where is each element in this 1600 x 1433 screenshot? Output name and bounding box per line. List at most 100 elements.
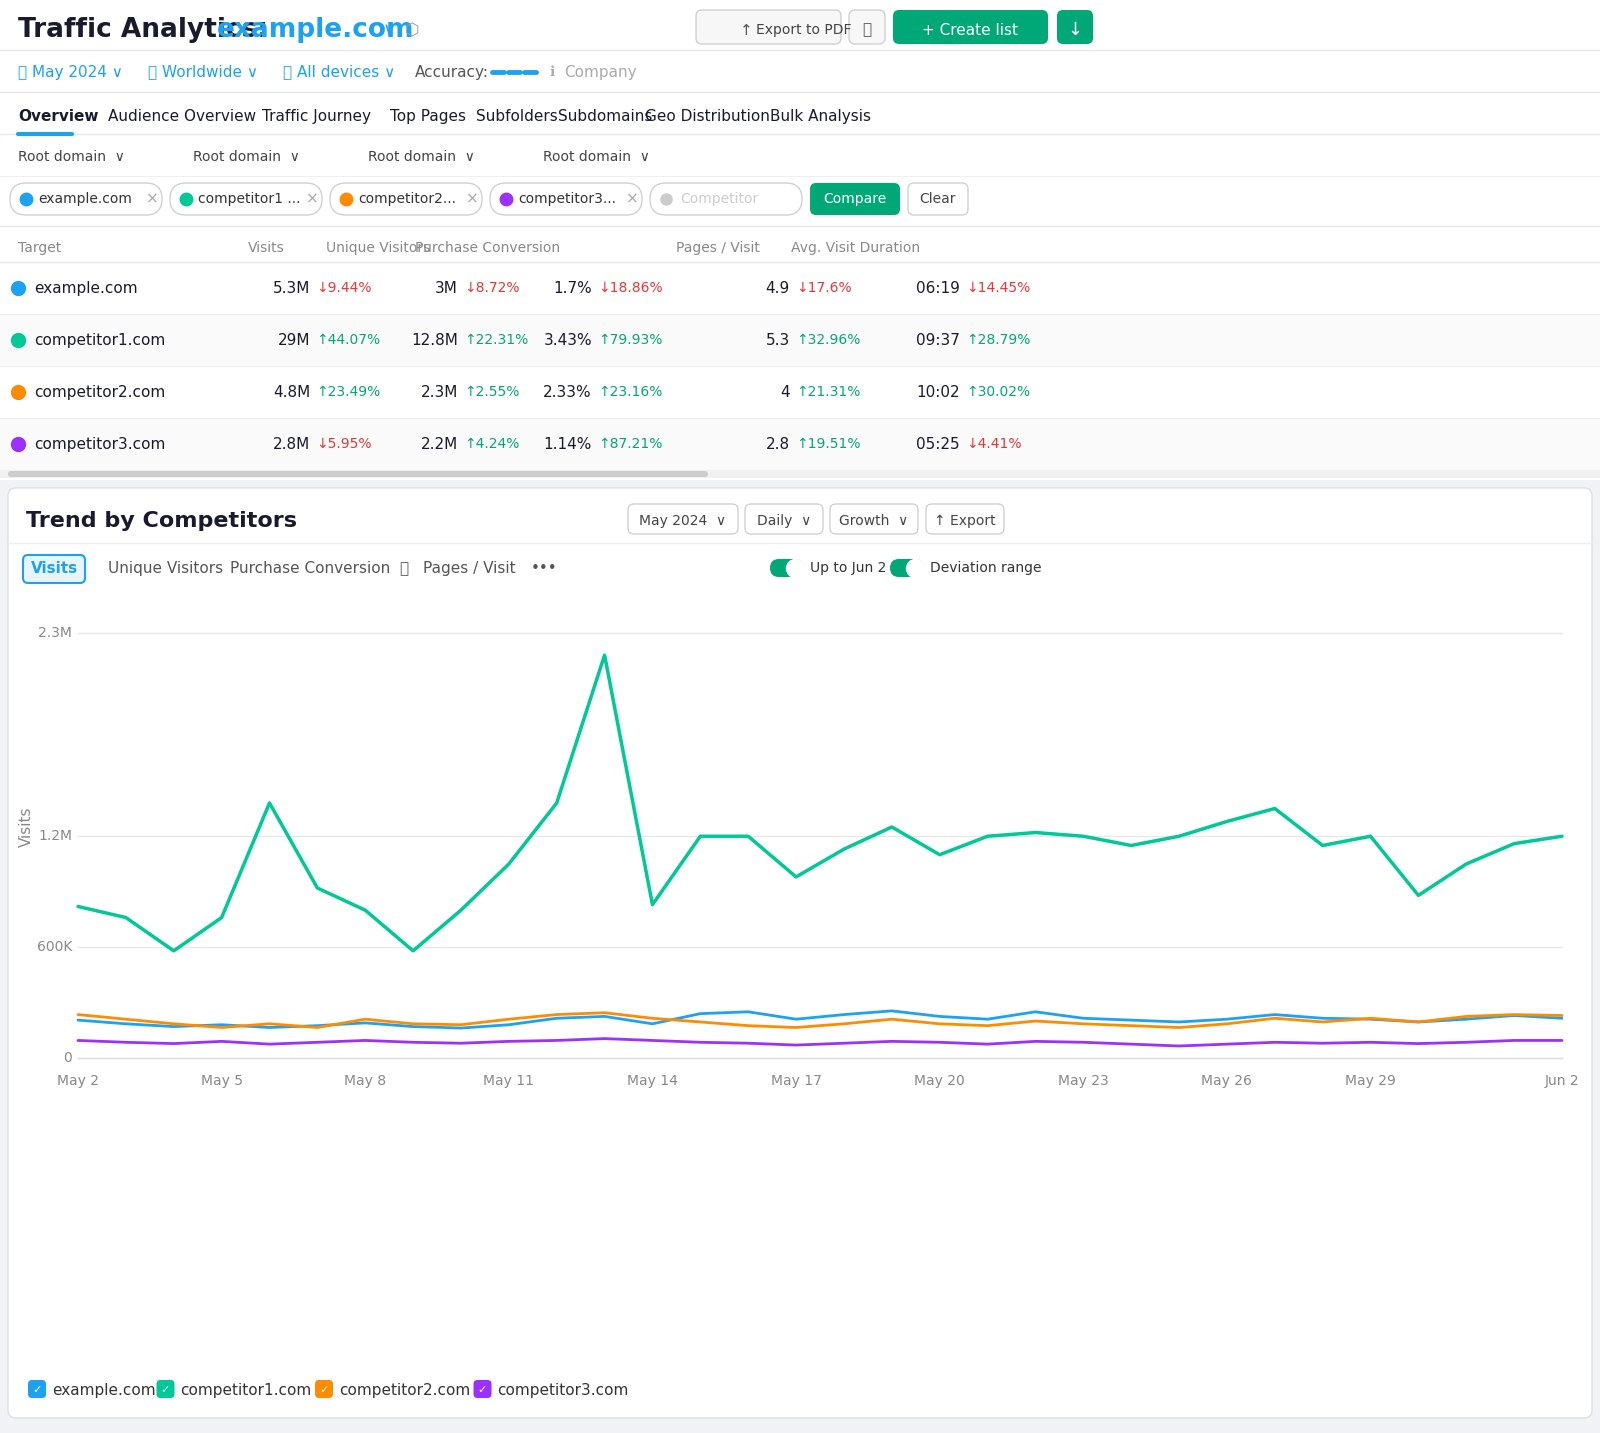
Bar	[0, 314, 1600, 365]
Text: 1.2M: 1.2M	[38, 830, 72, 843]
Text: 10:02: 10:02	[917, 384, 960, 400]
Text: 2.3M: 2.3M	[38, 626, 72, 641]
Text: example.com: example.com	[38, 192, 131, 206]
Text: 4.8M: 4.8M	[272, 384, 310, 400]
Text: 4.9: 4.9	[766, 281, 790, 295]
Text: competitor1.com: competitor1.com	[34, 332, 165, 347]
FancyBboxPatch shape	[10, 183, 162, 215]
Text: Unique Visitors: Unique Visitors	[326, 241, 430, 255]
Text: 3M: 3M	[435, 281, 458, 295]
Text: 12.8M: 12.8M	[411, 332, 458, 347]
Text: Accuracy:: Accuracy:	[414, 64, 490, 79]
Bar	[0, 418, 1600, 470]
Text: Export to PDF: Export to PDF	[757, 23, 851, 37]
Text: competitor2...: competitor2...	[358, 192, 456, 206]
Text: ⛶: ⛶	[862, 23, 872, 37]
Text: 3.43%: 3.43%	[544, 332, 592, 347]
Text: 5.3M: 5.3M	[272, 281, 310, 295]
Text: 🖥 All devices ∨: 🖥 All devices ∨	[283, 64, 395, 79]
Text: May 8: May 8	[344, 1073, 386, 1088]
Text: 2.33%: 2.33%	[544, 384, 592, 400]
Text: Target: Target	[18, 241, 61, 255]
Text: 09:37: 09:37	[917, 332, 960, 347]
Text: 29M: 29M	[277, 332, 310, 347]
Text: Traffic Analytics:: Traffic Analytics:	[18, 17, 269, 43]
Bar	[0, 470, 1600, 479]
Text: May 20: May 20	[914, 1073, 965, 1088]
Text: May 23: May 23	[1058, 1073, 1109, 1088]
Text: May 29: May 29	[1346, 1073, 1395, 1088]
Text: May 5: May 5	[200, 1073, 243, 1088]
Text: Visits: Visits	[19, 807, 34, 847]
Text: Growth  ∨: Growth ∨	[840, 514, 909, 527]
Text: ↑: ↑	[739, 23, 752, 37]
FancyBboxPatch shape	[926, 504, 1005, 535]
Text: Purchase Conversion: Purchase Conversion	[414, 241, 560, 255]
FancyBboxPatch shape	[8, 471, 707, 477]
Text: 5.3: 5.3	[766, 332, 790, 347]
Text: Deviation range: Deviation range	[930, 560, 1042, 575]
Bar	[0, 365, 1600, 418]
Text: competitor1 ...: competitor1 ...	[198, 192, 301, 206]
FancyBboxPatch shape	[627, 504, 738, 535]
Text: ↑4.24%: ↑4.24%	[464, 437, 520, 451]
FancyBboxPatch shape	[8, 489, 1592, 1419]
Text: 600K: 600K	[37, 940, 72, 954]
Text: Root domain  ∨: Root domain ∨	[194, 150, 299, 163]
Text: Daily  ∨: Daily ∨	[757, 514, 811, 527]
Text: May 14: May 14	[627, 1073, 678, 1088]
Text: Subfolders: Subfolders	[477, 109, 558, 123]
Text: ∨: ∨	[382, 21, 397, 39]
FancyBboxPatch shape	[1058, 10, 1093, 44]
FancyBboxPatch shape	[490, 183, 642, 215]
Text: ↑28.79%: ↑28.79%	[966, 332, 1030, 347]
Text: ↓: ↓	[1067, 21, 1083, 39]
Text: ×: ×	[306, 192, 318, 206]
Text: ↑19.51%: ↑19.51%	[797, 437, 861, 451]
Text: ×: ×	[626, 192, 638, 206]
FancyBboxPatch shape	[315, 1380, 333, 1399]
FancyBboxPatch shape	[474, 1380, 491, 1399]
FancyBboxPatch shape	[29, 1380, 46, 1399]
FancyBboxPatch shape	[830, 504, 918, 535]
Text: 05:25: 05:25	[917, 437, 960, 451]
Text: Purchase Conversion  🖥: Purchase Conversion 🖥	[230, 560, 410, 576]
Text: ↓9.44%: ↓9.44%	[317, 281, 371, 295]
FancyBboxPatch shape	[893, 10, 1048, 44]
Text: 2.8M: 2.8M	[272, 437, 310, 451]
Text: 0: 0	[64, 1050, 72, 1065]
Text: ↑22.31%: ↑22.31%	[464, 332, 528, 347]
Text: ↑2.55%: ↑2.55%	[464, 385, 520, 398]
Text: Traffic Journey: Traffic Journey	[262, 109, 371, 123]
Text: competitor2.com: competitor2.com	[34, 384, 165, 400]
FancyBboxPatch shape	[810, 183, 899, 215]
Text: Root domain  ∨: Root domain ∨	[368, 150, 475, 163]
Text: 4: 4	[781, 384, 790, 400]
Text: Root domain  ∨: Root domain ∨	[542, 150, 650, 163]
Text: ↓14.45%: ↓14.45%	[966, 281, 1030, 295]
Text: 2.8: 2.8	[766, 437, 790, 451]
Text: Avg. Visit Duration: Avg. Visit Duration	[790, 241, 920, 255]
Text: ↑30.02%: ↑30.02%	[966, 385, 1030, 398]
Text: 06:19: 06:19	[917, 281, 960, 295]
Text: ↑87.21%: ↑87.21%	[598, 437, 662, 451]
Text: ↓8.72%: ↓8.72%	[464, 281, 520, 295]
Text: example.com: example.com	[34, 281, 138, 295]
Text: Top Pages: Top Pages	[390, 109, 466, 123]
Text: Jun 2: Jun 2	[1544, 1073, 1579, 1088]
Text: May 26: May 26	[1202, 1073, 1253, 1088]
Text: 2.3M: 2.3M	[421, 384, 458, 400]
Text: ✓: ✓	[320, 1386, 328, 1394]
FancyBboxPatch shape	[157, 1380, 174, 1399]
Text: Clear: Clear	[920, 192, 957, 206]
Text: ℹ: ℹ	[550, 64, 555, 79]
Text: competitor3.com: competitor3.com	[34, 437, 165, 451]
Text: Geo Distribution: Geo Distribution	[645, 109, 770, 123]
Text: 🌐 Worldwide ∨: 🌐 Worldwide ∨	[147, 64, 258, 79]
Text: example.com: example.com	[51, 1383, 155, 1397]
Bar	[0, 262, 1600, 314]
Text: ↓18.86%: ↓18.86%	[598, 281, 662, 295]
FancyBboxPatch shape	[330, 183, 482, 215]
Text: ✓: ✓	[32, 1386, 42, 1394]
Text: ↓5.95%: ↓5.95%	[317, 437, 371, 451]
